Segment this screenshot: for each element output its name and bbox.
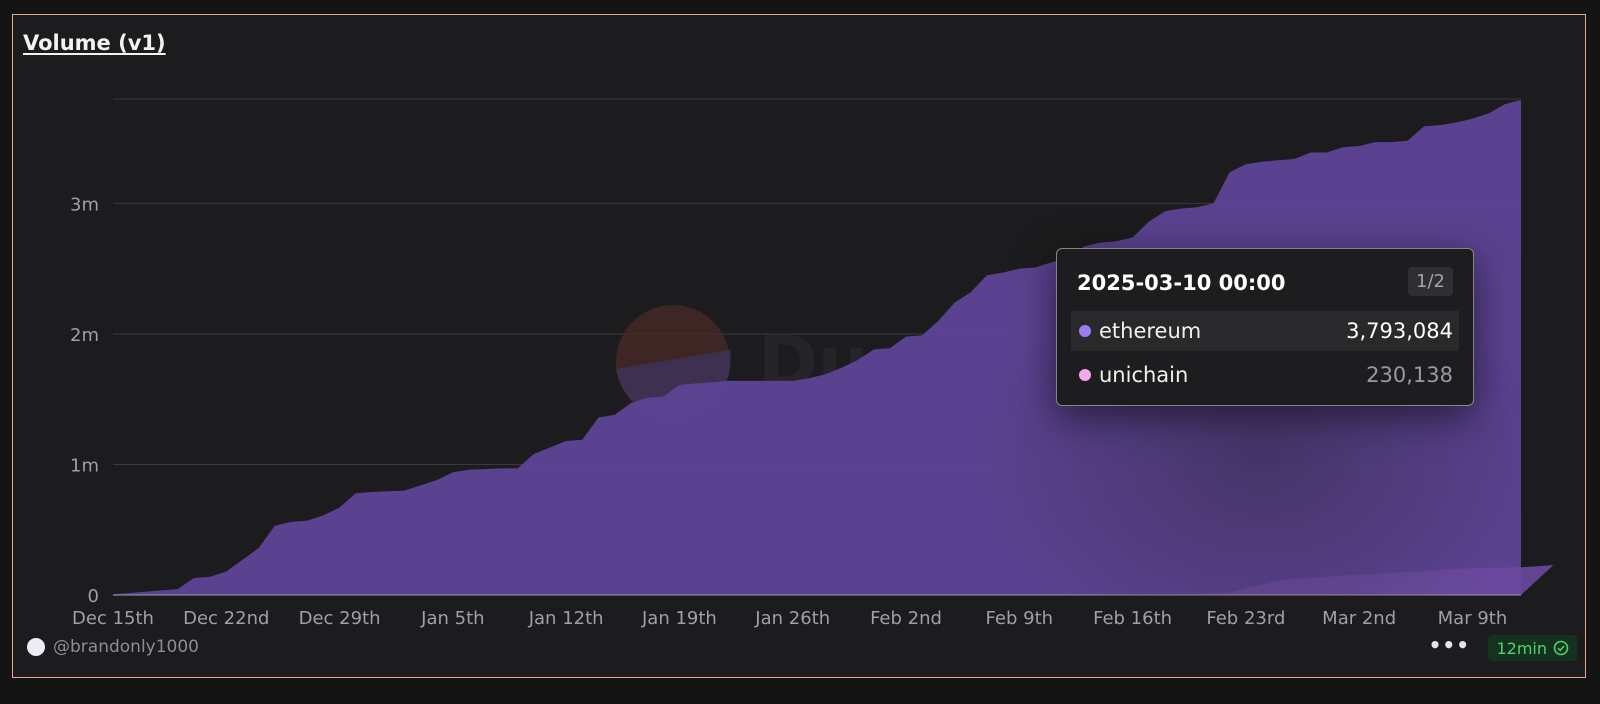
x-tick-label: Jan 19th <box>641 608 717 629</box>
tooltip-row-unichain: unichain 230,138 <box>1071 355 1459 395</box>
y-tick-label: 0 <box>88 586 99 607</box>
more-options-icon[interactable]: ••• <box>1428 633 1470 657</box>
tooltip-series-value: 230,138 <box>1366 363 1453 387</box>
avatar <box>27 638 45 656</box>
x-tick-label: Jan 5th <box>420 608 484 629</box>
x-tick-label: Jan 12th <box>528 608 604 629</box>
tooltip-title: 2025-03-10 00:00 <box>1077 271 1286 295</box>
x-tick-label: Feb 9th <box>986 608 1054 629</box>
tooltip-row-ethereum: ethereum 3,793,084 <box>1071 311 1459 351</box>
x-tick-label: Dec 29th <box>299 608 381 629</box>
x-axis: Dec 15th Dec 22nd Dec 29th Jan 5th Jan 12th J… <box>72 608 1507 629</box>
check-circle-icon <box>1553 640 1569 656</box>
tooltip-series-name: ethereum <box>1099 319 1202 343</box>
series-dot-icon <box>1079 369 1091 381</box>
refresh-status-badge[interactable]: 12min <box>1488 635 1577 661</box>
x-tick-label: Mar 2nd <box>1322 608 1396 629</box>
refresh-age: 12min <box>1496 638 1547 658</box>
x-tick-label: Feb 2nd <box>870 608 942 629</box>
x-tick-label: Feb 23rd <box>1206 608 1285 629</box>
y-tick-label: 3m <box>70 194 99 215</box>
chart-tooltip: 2025-03-10 00:00 1/2 ethereum 3,793,084 … <box>1056 248 1474 406</box>
y-tick-label: 2m <box>70 325 99 346</box>
x-tick-label: Jan 26th <box>754 608 830 629</box>
tooltip-series-value: 3,793,084 <box>1346 319 1453 343</box>
chart-title[interactable]: Volume (v1) <box>23 31 166 55</box>
x-tick-label: Mar 9th <box>1438 608 1508 629</box>
tooltip-pagination[interactable]: 1/2 <box>1408 267 1453 296</box>
x-tick-label: Dec 22nd <box>183 608 269 629</box>
author-username: @brandonly1000 <box>53 637 199 657</box>
author[interactable]: @brandonly1000 <box>27 637 199 657</box>
y-axis: 0 1m 2m 3m <box>70 194 99 607</box>
series-dot-icon <box>1079 325 1091 337</box>
x-tick-label: Feb 16th <box>1093 608 1172 629</box>
x-tick-label: Dec 15th <box>72 608 154 629</box>
y-tick-label: 1m <box>70 455 99 476</box>
tooltip-series-name: unichain <box>1099 363 1189 387</box>
